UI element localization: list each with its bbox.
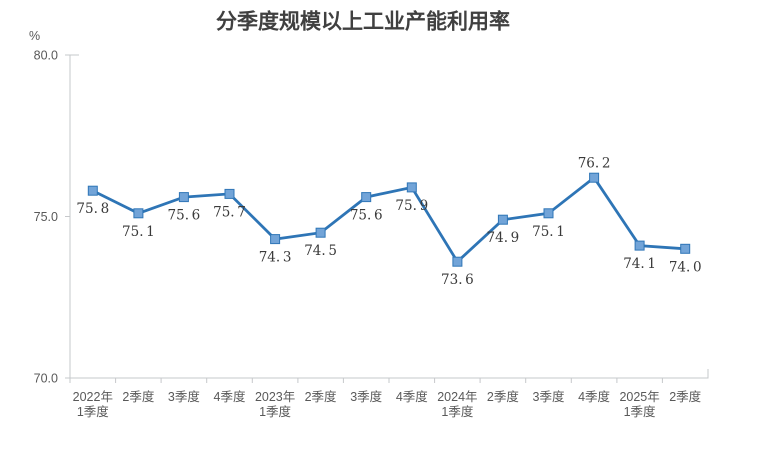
x-tick-label: 2季度 (122, 389, 154, 404)
x-tick-label: 4季度 (396, 389, 428, 404)
data-label: 75. 6 (168, 208, 201, 224)
data-label: 75. 1 (122, 224, 155, 240)
x-tick-label: 2季度 (487, 389, 519, 404)
data-point-marker (361, 192, 372, 203)
data-point-marker (634, 240, 645, 251)
data-labels: 75. 8 75. 1 75. 6 75. 7 74. 3 74. 5 75. 6 75. 9… (76, 156, 701, 289)
data-point-markers (87, 172, 691, 267)
y-axis-tick-labels: 80.0 75.0 70.0 (34, 49, 58, 386)
data-point-marker (133, 208, 144, 219)
data-label: 74. 1 (623, 256, 656, 272)
y-tick-label: 75.0 (34, 210, 58, 224)
x-tick-label: 2季度 (305, 389, 337, 404)
data-label: 75. 8 (76, 201, 109, 217)
y-tick-label: 80.0 (34, 49, 58, 63)
data-label: 75. 9 (395, 198, 428, 214)
series-polyline (92, 175, 686, 264)
data-point-marker (543, 208, 554, 219)
data-point-marker (178, 192, 189, 203)
data-label: 75. 1 (532, 224, 565, 240)
data-point-marker (87, 185, 98, 196)
x-tick-label: 1季度 (77, 404, 109, 419)
series-line (92, 175, 686, 264)
chart-title: 分季度规模以上工业产能利用率 (216, 10, 510, 34)
data-label: 74. 5 (304, 243, 337, 259)
x-tick-label: 1季度 (624, 404, 656, 419)
data-label: 74. 0 (669, 259, 702, 275)
data-point-marker (315, 227, 326, 238)
x-tick-label: 2023年 (255, 390, 295, 404)
y-axis-unit-label: % (29, 29, 40, 43)
x-tick-label: 3季度 (350, 389, 382, 404)
axes (65, 54, 709, 383)
x-tick-label: 3季度 (533, 389, 565, 404)
data-point-marker (270, 234, 281, 245)
x-tick-label: 1季度 (441, 404, 473, 419)
x-tick-label: 4季度 (214, 389, 246, 404)
x-tick-label: 2季度 (669, 389, 701, 404)
data-label: 76. 2 (578, 156, 611, 172)
data-label: 74. 9 (487, 230, 520, 246)
data-point-marker (589, 172, 600, 183)
data-point-marker (406, 182, 417, 193)
axis-lines (65, 54, 709, 383)
data-label: 75. 6 (350, 208, 383, 224)
x-tick-label: 3季度 (168, 389, 200, 404)
x-tick-label: 4季度 (578, 389, 610, 404)
data-point-marker (497, 214, 508, 225)
data-label: 73. 6 (441, 272, 474, 288)
data-point-marker (224, 188, 235, 199)
x-tick-label: 2025年 (619, 390, 659, 404)
data-point-marker (452, 256, 463, 267)
x-tick-label: 1季度 (259, 404, 291, 419)
data-label: 74. 3 (259, 250, 292, 266)
x-tick-label: 2024年 (437, 390, 477, 404)
data-point-marker (680, 243, 691, 254)
x-tick-label: 2022年 (73, 390, 113, 404)
data-label: 75. 7 (213, 204, 246, 220)
y-tick-label: 70.0 (34, 372, 58, 386)
